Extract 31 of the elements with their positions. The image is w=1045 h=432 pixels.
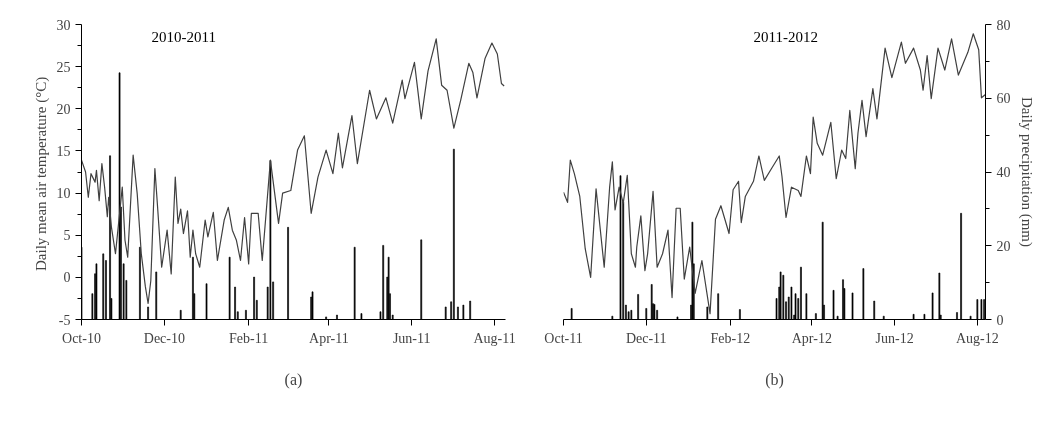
x-tick-label: Aug-12 xyxy=(955,330,999,346)
y-tick-label: 10 xyxy=(56,186,71,202)
y2-tick-label: 0 xyxy=(996,312,1004,328)
x-tick-label: Dec-10 xyxy=(143,330,185,346)
text: (b) xyxy=(765,370,784,389)
chart-title: 2010-2011 xyxy=(151,28,216,45)
y-tick-label: 25 xyxy=(56,59,71,75)
text: (a) xyxy=(284,370,303,389)
x-tick-label: Feb-12 xyxy=(710,330,751,346)
y2-axis-title: Daily precipitation (mm) xyxy=(1017,97,1035,247)
y2-tick-label: 80 xyxy=(996,17,1011,33)
y-tick-label: 20 xyxy=(56,101,71,117)
y-tick-label: 0 xyxy=(63,270,71,286)
x-tick-label: Apr-12 xyxy=(791,330,832,346)
x-tick-label: Oct-11 xyxy=(544,330,583,346)
y2-tick-label: 20 xyxy=(996,238,1011,254)
y-tick-label: -5 xyxy=(58,312,71,328)
x-tick-label: Jun-11 xyxy=(392,330,431,346)
x-tick-label: Feb-11 xyxy=(229,330,269,346)
y-tick-label: 15 xyxy=(56,143,71,159)
chart-title: 2011-2012 xyxy=(753,28,818,45)
x-tick-label: Apr-11 xyxy=(309,330,349,346)
y2-tick-label: 40 xyxy=(996,165,1011,180)
x-tick-label: Oct-10 xyxy=(62,330,101,346)
y-tick-label: 30 xyxy=(56,17,71,33)
x-tick-label: Aug-11 xyxy=(473,330,516,346)
x-tick-label: Jun-12 xyxy=(875,330,914,346)
y2-tick-label: 60 xyxy=(996,91,1011,107)
y-tick-label: 5 xyxy=(63,228,71,244)
x-tick-label: Dec-11 xyxy=(625,330,667,346)
y-axis-title: Daily mean air temperature (°C) xyxy=(32,76,50,271)
